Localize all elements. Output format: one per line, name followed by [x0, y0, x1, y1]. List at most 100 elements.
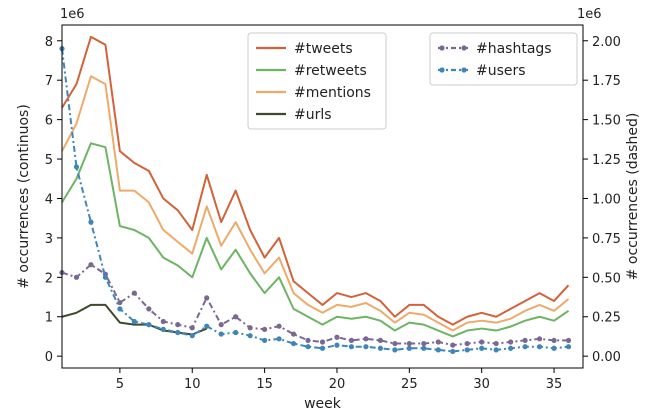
- x-tick-label: 15: [256, 377, 273, 392]
- series-point-hashtags: [421, 340, 427, 347]
- legend-marker: [439, 67, 445, 73]
- series-point-hashtags: [189, 325, 195, 331]
- series-point-hashtags: [88, 262, 94, 268]
- left-y-tick-label: 5: [45, 153, 53, 168]
- left-y-tick-label: 8: [45, 35, 53, 50]
- right-y-axis-label: # occurrences (dashed): [625, 113, 641, 281]
- series-line-retweets: [61, 142, 570, 338]
- right-y-tick-label: 2.00: [592, 35, 621, 50]
- left-y-tick-label: 3: [45, 232, 53, 247]
- series-point-hashtags: [450, 342, 456, 348]
- series-point-hashtags: [204, 295, 210, 301]
- left-axis-multiplier: 1e6: [60, 7, 85, 22]
- series-point-hashtags: [175, 322, 181, 328]
- series-point-users: [377, 345, 383, 351]
- left-y-axis-label: # occurrences (continuos): [16, 104, 32, 289]
- right-y-tick-label: 0.00: [592, 350, 621, 365]
- series-point-users: [435, 347, 441, 353]
- series-point-users: [204, 323, 210, 329]
- series-point-hashtags: [406, 340, 412, 347]
- series-point-users: [392, 347, 398, 353]
- series-point-users: [102, 274, 109, 280]
- series-point-users: [276, 336, 282, 342]
- series-point-hashtags: [290, 331, 297, 337]
- series-point-hashtags: [319, 339, 326, 345]
- series-point-hashtags: [536, 336, 543, 342]
- series-point-users: [421, 345, 427, 351]
- right-y-tick-label: 0.50: [592, 271, 621, 286]
- series-point-hashtags: [160, 318, 166, 325]
- plot-frame: [61, 24, 584, 369]
- x-tick-label: 35: [546, 377, 563, 392]
- legend-label-urls: #urls: [294, 107, 332, 123]
- left-y-tick-label: 7: [45, 74, 53, 89]
- series-point-users: [450, 348, 456, 355]
- series-point-users: [551, 345, 557, 351]
- x-tick-label: 25: [401, 377, 418, 392]
- series-point-users: [131, 318, 137, 325]
- legend-left: #tweets #retweets #mentions #urls: [247, 32, 387, 130]
- series-point-users: [479, 345, 485, 351]
- series-point-hashtags: [146, 306, 152, 312]
- right-y-tick-label: 1.75: [592, 74, 621, 89]
- legend-label-users: #users: [476, 63, 526, 79]
- series-point-hashtags: [464, 340, 470, 347]
- series-point-users: [305, 344, 311, 350]
- right-y-tick-label: 1.25: [592, 153, 621, 168]
- legend-marker: [439, 45, 445, 51]
- series-point-hashtags: [218, 322, 224, 328]
- series-point-users: [464, 347, 470, 353]
- series-point-users: [522, 344, 528, 350]
- series-point-hashtags: [131, 290, 137, 296]
- series-point-users: [73, 164, 80, 170]
- x-tick-label: 5: [116, 377, 124, 392]
- series-point-hashtags: [262, 326, 268, 332]
- series-line-hashtags: [61, 263, 569, 347]
- series-point-hashtags: [392, 340, 398, 347]
- series-point-users: [88, 219, 94, 225]
- x-tick-label: 10: [184, 377, 201, 392]
- series-point-hashtags: [565, 337, 572, 344]
- series-point-users: [406, 345, 412, 351]
- series-point-hashtags: [551, 337, 557, 344]
- series-point-users: [565, 344, 572, 350]
- series-point-hashtags: [479, 339, 485, 345]
- series-point-users: [363, 344, 369, 350]
- series-point-hashtags: [305, 337, 311, 344]
- series-line-mentions: [61, 75, 570, 332]
- legend-box: [429, 32, 578, 86]
- left-y-tick-label: 6: [45, 114, 53, 129]
- series-point-users: [117, 306, 123, 312]
- series-point-hashtags: [348, 337, 355, 344]
- right-y-tick-label: 0.75: [592, 232, 621, 247]
- series-point-users: [233, 329, 239, 336]
- legend-marker: [461, 45, 467, 51]
- series-point-users: [175, 329, 181, 336]
- ticks-layer: 5 10 15 20 25 30 35 0 1 2 3 4 5 6 7 8 0.00 0.25 0.50 0.75 1.…: [45, 35, 621, 392]
- x-axis-label: week: [304, 396, 342, 410]
- series-point-users: [247, 333, 253, 339]
- series-point-hashtags: [493, 340, 499, 347]
- series-layer: [59, 35, 572, 355]
- series-point-hashtags: [73, 274, 80, 280]
- series-point-hashtags: [276, 323, 282, 329]
- series-point-hashtags: [247, 325, 253, 331]
- series-point-users: [334, 342, 340, 348]
- series-point-users: [160, 326, 166, 332]
- series-point-hashtags: [334, 334, 340, 340]
- series-point-users: [493, 347, 499, 353]
- legend-marker: [461, 67, 467, 73]
- legend-label-tweets: #tweets: [294, 41, 353, 57]
- right-y-tick-label: 1.00: [592, 192, 621, 207]
- right-axis-multiplier: 1e6: [577, 7, 602, 22]
- series-point-users: [189, 333, 195, 339]
- series-point-users: [218, 331, 224, 337]
- x-tick-label: 20: [329, 377, 346, 392]
- left-y-tick-label: 4: [45, 192, 53, 207]
- left-y-tick-label: 0: [45, 350, 53, 365]
- series-line-tweets: [61, 35, 570, 326]
- series-point-users: [536, 344, 543, 350]
- series-point-hashtags: [508, 339, 514, 345]
- series-point-hashtags: [377, 337, 383, 344]
- right-y-tick-label: 1.50: [592, 114, 621, 129]
